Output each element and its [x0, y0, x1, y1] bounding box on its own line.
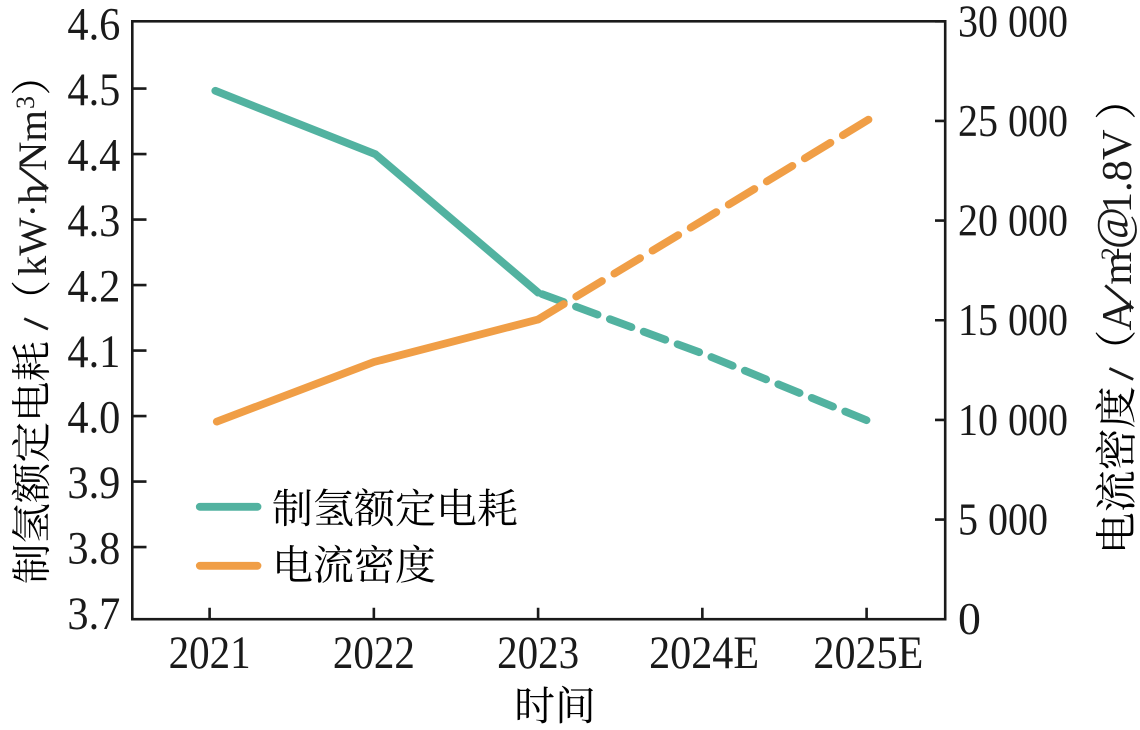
svg-text:4.6: 4.6	[67, 0, 120, 50]
svg-text:m: m	[1095, 252, 1140, 285]
svg-text:4.0: 4.0	[67, 391, 120, 443]
svg-text:2025E: 2025E	[813, 627, 923, 679]
svg-text:kW·h: kW·h	[10, 184, 55, 276]
svg-text:3.7: 3.7	[67, 588, 120, 640]
svg-text:25 000: 25 000	[958, 95, 1068, 146]
svg-text:0: 0	[958, 593, 981, 644]
svg-text:@: @	[1087, 207, 1138, 249]
svg-text:2024E: 2024E	[649, 627, 759, 679]
svg-text:20 000: 20 000	[958, 195, 1068, 246]
svg-text:4.1: 4.1	[67, 326, 120, 378]
svg-text:10 000: 10 000	[958, 394, 1068, 445]
svg-text:1.8V: 1.8V	[1095, 129, 1140, 213]
svg-text:3.9: 3.9	[67, 457, 120, 509]
svg-text:4.4: 4.4	[67, 129, 120, 181]
svg-text:30 000: 30 000	[958, 0, 1068, 46]
svg-text:2: 2	[1096, 247, 1125, 260]
svg-text:2021: 2021	[169, 627, 251, 679]
svg-text:2023: 2023	[497, 627, 579, 679]
svg-text:15 000: 15 000	[958, 294, 1068, 345]
svg-text:Nm: Nm	[10, 110, 55, 171]
svg-text:2022: 2022	[333, 627, 415, 679]
svg-text:4.3: 4.3	[67, 195, 120, 247]
svg-text:5 000: 5 000	[958, 494, 1048, 545]
svg-text:4.5: 4.5	[67, 64, 120, 116]
svg-text:4.2: 4.2	[67, 260, 120, 312]
svg-text:3: 3	[11, 96, 40, 109]
svg-text:A: A	[1095, 300, 1140, 331]
svg-text:3.8: 3.8	[67, 522, 120, 574]
